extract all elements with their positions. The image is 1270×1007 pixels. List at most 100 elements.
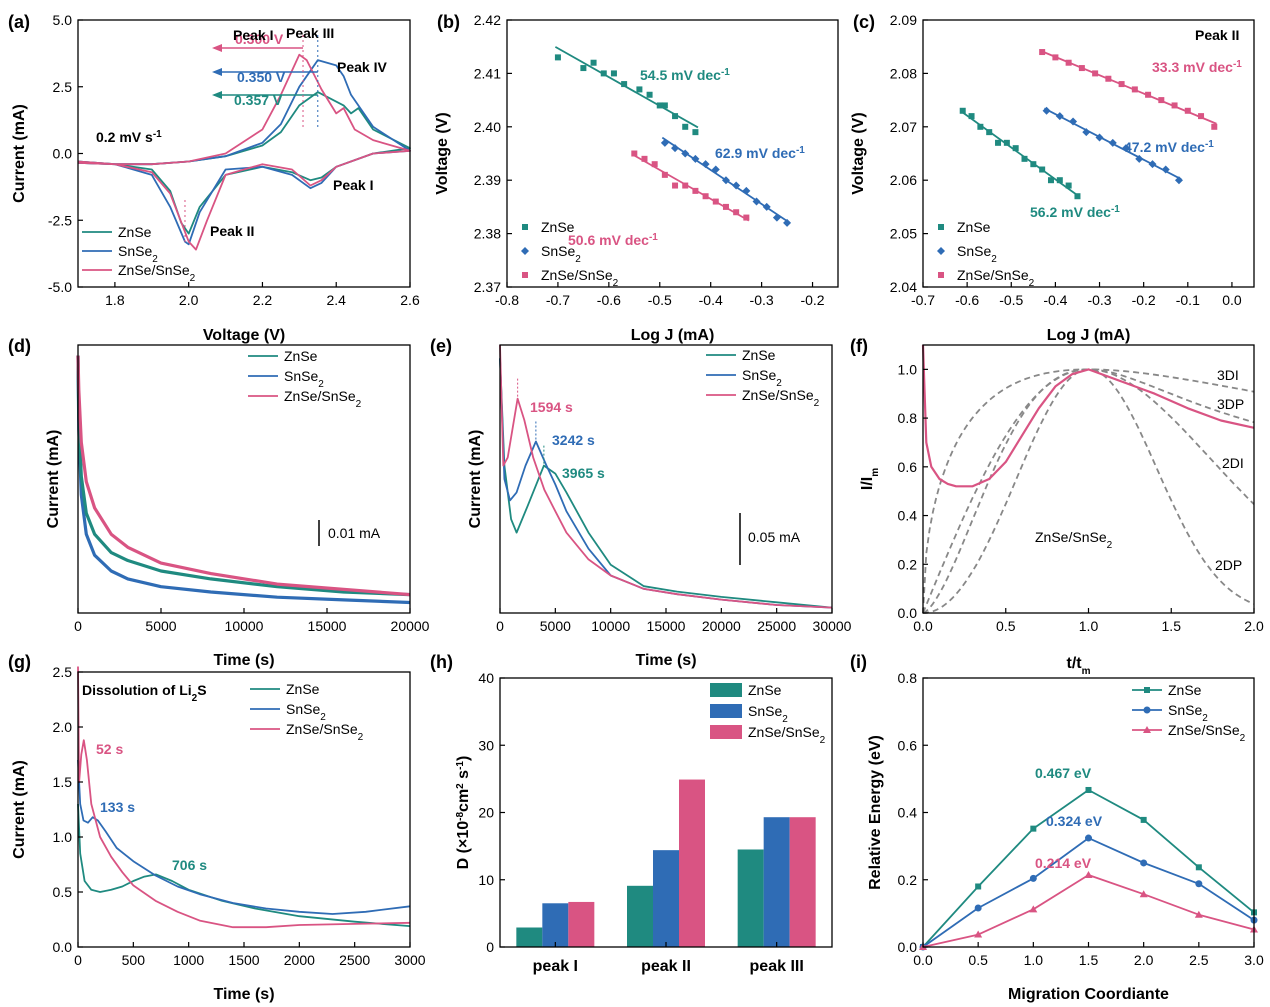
data-point-ss [1078, 65, 1085, 72]
panel-e-legend-zn-label: ZnSe [742, 347, 776, 363]
panel-i-legend-label-part: 2 [1202, 713, 1208, 724]
panel-c-legend-label: ZnSe/SnSe2 [957, 267, 1035, 289]
panel-g-ytick-label: 2.0 [53, 719, 73, 735]
panel-d-xtick-label: 15000 [308, 618, 347, 634]
panel-c-ylabel: Voltage (V) [850, 112, 867, 194]
panel-i-xtick-label: 2.5 [1189, 952, 1209, 968]
tafel-slope-label: 47.2 mV dec-1 [1124, 139, 1214, 156]
overpotential-arrowhead [212, 91, 222, 99]
panel-a-scan-rate-part: 0.2 mV s [96, 129, 153, 145]
panel-b-ytick-label: 2.42 [474, 12, 501, 28]
panel-c-ytick-label: 2.08 [890, 65, 917, 81]
panel-b-xtick-label: -0.6 [597, 292, 621, 308]
energy-point-ss [1194, 910, 1203, 918]
nucleation-curve-ss [499, 344, 833, 609]
peak-time-label: 3242 s [552, 432, 595, 448]
data-point-sn [783, 218, 792, 227]
panel-f-ytick-label: 0.6 [898, 459, 918, 475]
panel-g-xtick-label: 0 [74, 952, 82, 968]
panel-f-ytick-label: 0.4 [898, 508, 918, 524]
panel-e-xtick-label: 0 [496, 618, 504, 634]
panel-i-legend-label-part: SnSe [1168, 702, 1202, 718]
data-point-zn [682, 123, 689, 130]
panel-i-xtick-label: 3.0 [1244, 952, 1264, 968]
panel-c-legend-label-part: ZnSe/SnSe [957, 267, 1029, 283]
energy-point-sn [1195, 880, 1203, 888]
panel-g-ylabel: Current (mA) [11, 760, 28, 859]
data-point-sn [1135, 154, 1144, 163]
panel-d-legend-ss-label-part: ZnSe/SnSe [284, 388, 356, 404]
tafel-slope-label-part: 62.9 mV dec [715, 145, 796, 161]
panel-c-legend-label-part: 2 [1029, 278, 1035, 289]
panel-e-xtick-label: 20000 [702, 618, 741, 634]
peak-time-label: 133 s [100, 799, 135, 815]
data-point-sn [1148, 160, 1157, 169]
data-point-zn [1030, 161, 1037, 168]
data-point-ss [661, 171, 668, 178]
panel-f-xlabel-part: m [1082, 666, 1091, 677]
cv-curve-sn [77, 59, 411, 246]
panel-g-xtick-label: 3000 [394, 952, 425, 968]
tafel-slope-label-part: 56.2 mV dec [1030, 204, 1111, 220]
panel-i-xtick-label: 2.0 [1134, 952, 1154, 968]
data-point-ss [1158, 97, 1165, 104]
data-point-zn [590, 59, 597, 66]
data-point-zn [621, 81, 628, 88]
panel-f-frame [922, 344, 1255, 614]
panel-f-sample-label-part: ZnSe/SnSe [1035, 529, 1107, 545]
panel-f-ylabel-part: m [870, 468, 881, 477]
panel-a-ytick-label: -2.5 [48, 212, 72, 228]
bar-sn [763, 817, 790, 947]
tafel-slope-label-part: -1 [796, 145, 805, 156]
panel-a-xtick-label: 2.4 [326, 292, 346, 308]
panel-e-legend-ss-label-part: 2 [814, 398, 820, 409]
panel-c-frame [922, 19, 1255, 288]
data-point-ss [733, 209, 740, 216]
legend-swatch [710, 683, 742, 697]
overpotential-label: 0.350 V [237, 69, 286, 85]
panel-g-ytick-label: 2.5 [53, 664, 73, 680]
nucleation-curve-zn [499, 358, 833, 609]
data-point-sn [772, 213, 781, 222]
panel-c-xtick-label: -0.2 [1132, 292, 1156, 308]
panel-e-legend-sn-label-part: SnSe [742, 367, 776, 383]
panel-h-ytick-label: 40 [478, 670, 494, 686]
panel-i-ytick-label: 0.8 [898, 670, 918, 686]
panel-f-xtick-label: 0.5 [996, 618, 1016, 634]
data-point-ss [651, 161, 658, 168]
panel-d-xtick-label: 0 [74, 618, 82, 634]
tafel-slope-label-part: -1 [649, 232, 658, 243]
panel-f-ytick-label: 0.2 [898, 556, 918, 572]
legend-marker [1143, 706, 1151, 714]
data-point-zn [1056, 177, 1063, 184]
panel-c-xtick-label: 0.0 [1222, 292, 1242, 308]
panel-a-legend-sn-label: SnSe2 [118, 243, 158, 265]
overpotential-arrowhead [212, 68, 222, 76]
panel-a-legend-sn-label-part: 2 [152, 254, 158, 265]
panel-g-xtick-label: 2000 [284, 952, 315, 968]
panel-b-legend-label: SnSe2 [541, 243, 581, 265]
panel-b-legend-label-part: SnSe [541, 243, 575, 259]
panel-a-ytick-label: 0.0 [53, 146, 73, 162]
panel-b-xlabel: Log J (mA) [631, 327, 715, 344]
panel-b-legend-label: ZnSe [541, 219, 575, 235]
category-label: peak I [533, 958, 578, 975]
panel-i-legend-label-part: ZnSe [1168, 682, 1202, 698]
tafel-slope-label: 50.6 mV dec-1 [568, 232, 658, 249]
peak-time-label: 3965 s [562, 465, 605, 481]
panel-b-xtick-label: -0.5 [648, 292, 672, 308]
data-point-zn [1003, 139, 1010, 146]
data-point-ss [702, 193, 709, 200]
panel-a-xtick-label: 2.2 [253, 292, 273, 308]
panel-a-ytick-label: 5.0 [53, 12, 73, 28]
panel-d-scale-label: 0.01 mA [328, 525, 381, 541]
panel-g-xtick-label: 2500 [339, 952, 370, 968]
data-point-ss [1171, 102, 1178, 109]
panel-b-legend-label-part: ZnSe/SnSe [541, 267, 613, 283]
panel-h-legend-label-part: 2 [782, 714, 788, 725]
energy-point-zn [1085, 786, 1092, 793]
data-point-ss [682, 182, 689, 189]
model-curve-2dp [922, 368, 1255, 614]
panel-g-xtick-label: 1000 [173, 952, 204, 968]
model-label: 3DI [1217, 367, 1239, 383]
